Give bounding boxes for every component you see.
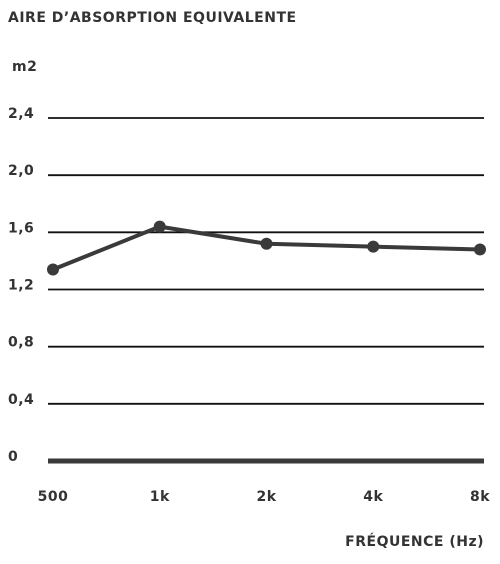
y-axis-label: m2 (12, 59, 37, 75)
y-tick-label: 2,4 (8, 106, 34, 122)
x-tick-label: 8k (470, 489, 490, 505)
x-tick-label: 1k (150, 489, 170, 505)
y-tick-label: 0,4 (8, 392, 34, 408)
data-point (474, 243, 486, 256)
y-tick-label: 0,8 (8, 335, 34, 351)
chart-title: AIRE D’ABSORPTION EQUIVALENTE (8, 10, 297, 26)
data-point (153, 220, 166, 233)
y-tick-label: 0 (8, 449, 18, 465)
x-axis-label: FRÉQUENCE (Hz) (345, 533, 484, 550)
y-tick-label: 2,0 (8, 163, 34, 179)
data-point (47, 263, 59, 276)
x-tick-label: 500 (38, 489, 69, 505)
data-point (260, 237, 273, 250)
y-tick-label: 1,2 (8, 278, 34, 294)
data-point (367, 240, 380, 253)
y-tick-label: 1,6 (8, 220, 34, 236)
x-tick-label: 2k (256, 489, 276, 505)
x-tick-label: 4k (363, 489, 383, 505)
